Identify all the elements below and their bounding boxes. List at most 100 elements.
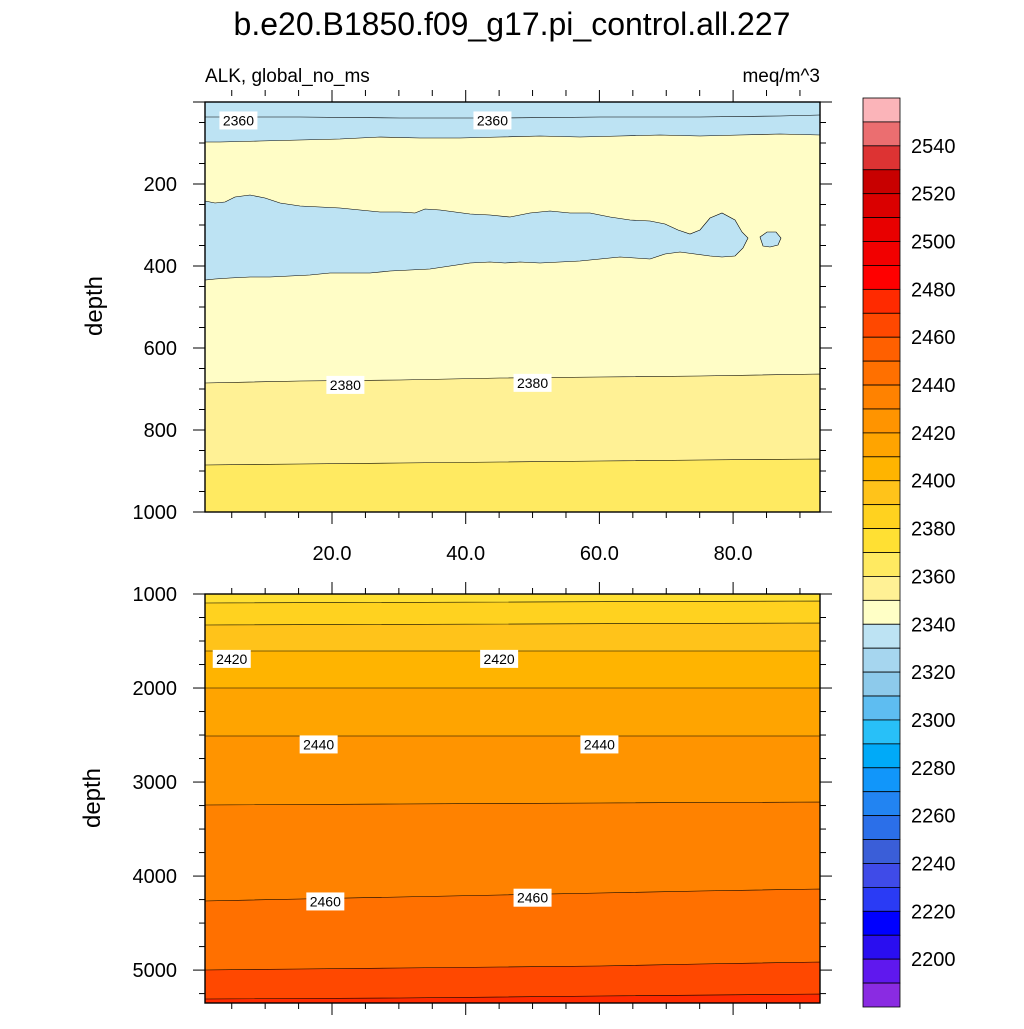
colorbar-label: 2280 (911, 758, 956, 780)
colorbar-swatch (862, 336, 901, 362)
colorbar-label: 2520 (911, 184, 956, 206)
contour-label: 2440 (580, 735, 619, 754)
colorbar-swatch (862, 504, 901, 529)
colorbar-swatch (862, 671, 901, 697)
colorbar-swatch (862, 97, 901, 123)
colorbar-label: 2380 (911, 519, 956, 541)
chart-title: b.e20.B1850.f09_g17.pi_control.all.227 (234, 6, 791, 42)
colorbar-label: 2300 (911, 710, 956, 732)
y-tick-label: 1000 (133, 584, 178, 606)
contour-label-box (513, 373, 552, 392)
x-tick-label: 80.0 (714, 543, 753, 565)
colorbar-swatch (862, 265, 901, 290)
colorbar-label: 2200 (911, 949, 956, 971)
contour-label: 2360 (473, 111, 512, 130)
contour-label-text: 2380 (330, 377, 361, 393)
colorbar-label: 2480 (911, 279, 956, 301)
colorbar-swatch (862, 193, 901, 219)
colorbar-label: 2500 (911, 232, 956, 254)
contour-label-text: 2440 (584, 736, 615, 752)
contour-label-box (219, 111, 258, 130)
colorbar-label: 2340 (911, 614, 956, 636)
bottom-contour-labels: 2420 2420 2440 2440 2460 2460 (212, 649, 619, 911)
colorbar-swatch (862, 599, 901, 625)
colorbar-swatch (862, 863, 901, 888)
contour-label: 2460 (306, 892, 345, 911)
contour-label: 2460 (513, 888, 552, 907)
colorbar-swatch (862, 623, 901, 649)
y-tick-label: 800 (144, 420, 177, 442)
contour-label: 2380 (326, 375, 365, 394)
x-tick-label: 60.0 (580, 543, 619, 565)
colorbar-swatch (862, 839, 901, 864)
colorbar-swatch (862, 217, 901, 242)
colorbar-swatch (862, 169, 901, 195)
colorbar-swatch (862, 432, 901, 458)
colorbar-swatch (862, 982, 901, 1008)
x-tick-label: 20.0 (313, 543, 352, 565)
colorbar-swatch (862, 360, 901, 386)
contour-label-box (473, 111, 512, 130)
colorbar-swatch (862, 312, 901, 338)
colorbar-swatch (862, 743, 901, 769)
top-contour-labels: 2360 2360 2380 2380 (219, 111, 552, 394)
colorbar-label: 2460 (911, 327, 956, 349)
colorbar-swatch (862, 815, 901, 840)
right-subtitle: meq/m^3 (742, 66, 820, 87)
colorbar-swatches (862, 97, 901, 1008)
contour-label: 2420 (212, 649, 251, 668)
colorbar-swatch (862, 719, 901, 745)
left-subtitle: ALK, global_no_ms (205, 66, 370, 87)
colorbar-swatch (862, 288, 901, 314)
colorbar-swatch (862, 958, 901, 984)
contour-label: 2420 (480, 649, 519, 668)
contour-label-box (306, 892, 345, 911)
y-tick-label: 4000 (133, 866, 178, 888)
contour-label: 2380 (513, 373, 552, 392)
colorbar-swatch (862, 791, 901, 817)
colorbar-label: 2360 (911, 566, 956, 588)
colorbar-swatch (862, 576, 901, 601)
bottom-panel: 1000 2000 3000 4000 5000 2420 2420 2440 2440 246… (79, 582, 832, 1015)
colorbar-swatch (862, 241, 901, 266)
colorbar-swatch (862, 480, 901, 506)
y-tick-label: 3000 (133, 772, 178, 794)
bottom-y-axis-label: depth (79, 768, 106, 828)
contour-label-text: 2360 (223, 112, 254, 128)
top-band-2360-blob (759, 231, 782, 248)
top-band-2360-surface (204, 101, 821, 143)
top-y-ticks: 200 400 600 800 1000 (133, 101, 832, 524)
colorbar-swatch (862, 121, 901, 147)
colorbar-label: 2540 (911, 136, 956, 158)
y-tick-label: 2000 (133, 678, 178, 700)
contour-label-box (480, 649, 519, 668)
contour-label-box (326, 375, 365, 394)
contour-label-text: 2420 (216, 651, 247, 667)
y-tick-label: 5000 (133, 960, 178, 982)
top-band-2390 (204, 458, 821, 513)
contour-label-box (212, 649, 251, 668)
bottom-x-ticks (231, 582, 801, 1015)
y-tick-label: 400 (144, 256, 177, 278)
top-x-ticks: 20.0 40.0 60.0 80.0 (231, 90, 801, 565)
colorbar-swatch (862, 456, 901, 482)
colorbar-label: 2440 (911, 375, 956, 397)
y-tick-label: 200 (144, 174, 177, 196)
contour-label-text: 2380 (517, 375, 548, 391)
colorbar-swatch (862, 408, 901, 434)
contour-label-text: 2420 (484, 651, 515, 667)
colorbar-swatch (862, 934, 901, 960)
contour-label: 2440 (299, 735, 338, 754)
colorbar: 2540 2520 2500 2480 2460 2440 2420 2400 2380 2360… (862, 97, 956, 1008)
contour-label-text: 2440 (303, 736, 334, 752)
contour-label-text: 2460 (517, 890, 548, 906)
bottom-band-2400 (205, 594, 820, 604)
contour-label-text: 2360 (477, 112, 508, 128)
top-band-2360-lens (204, 194, 749, 281)
colorbar-swatch (862, 384, 901, 410)
contour-label-box (580, 735, 619, 754)
colorbar-label: 2260 (911, 806, 956, 828)
colorbar-swatch (862, 886, 901, 912)
